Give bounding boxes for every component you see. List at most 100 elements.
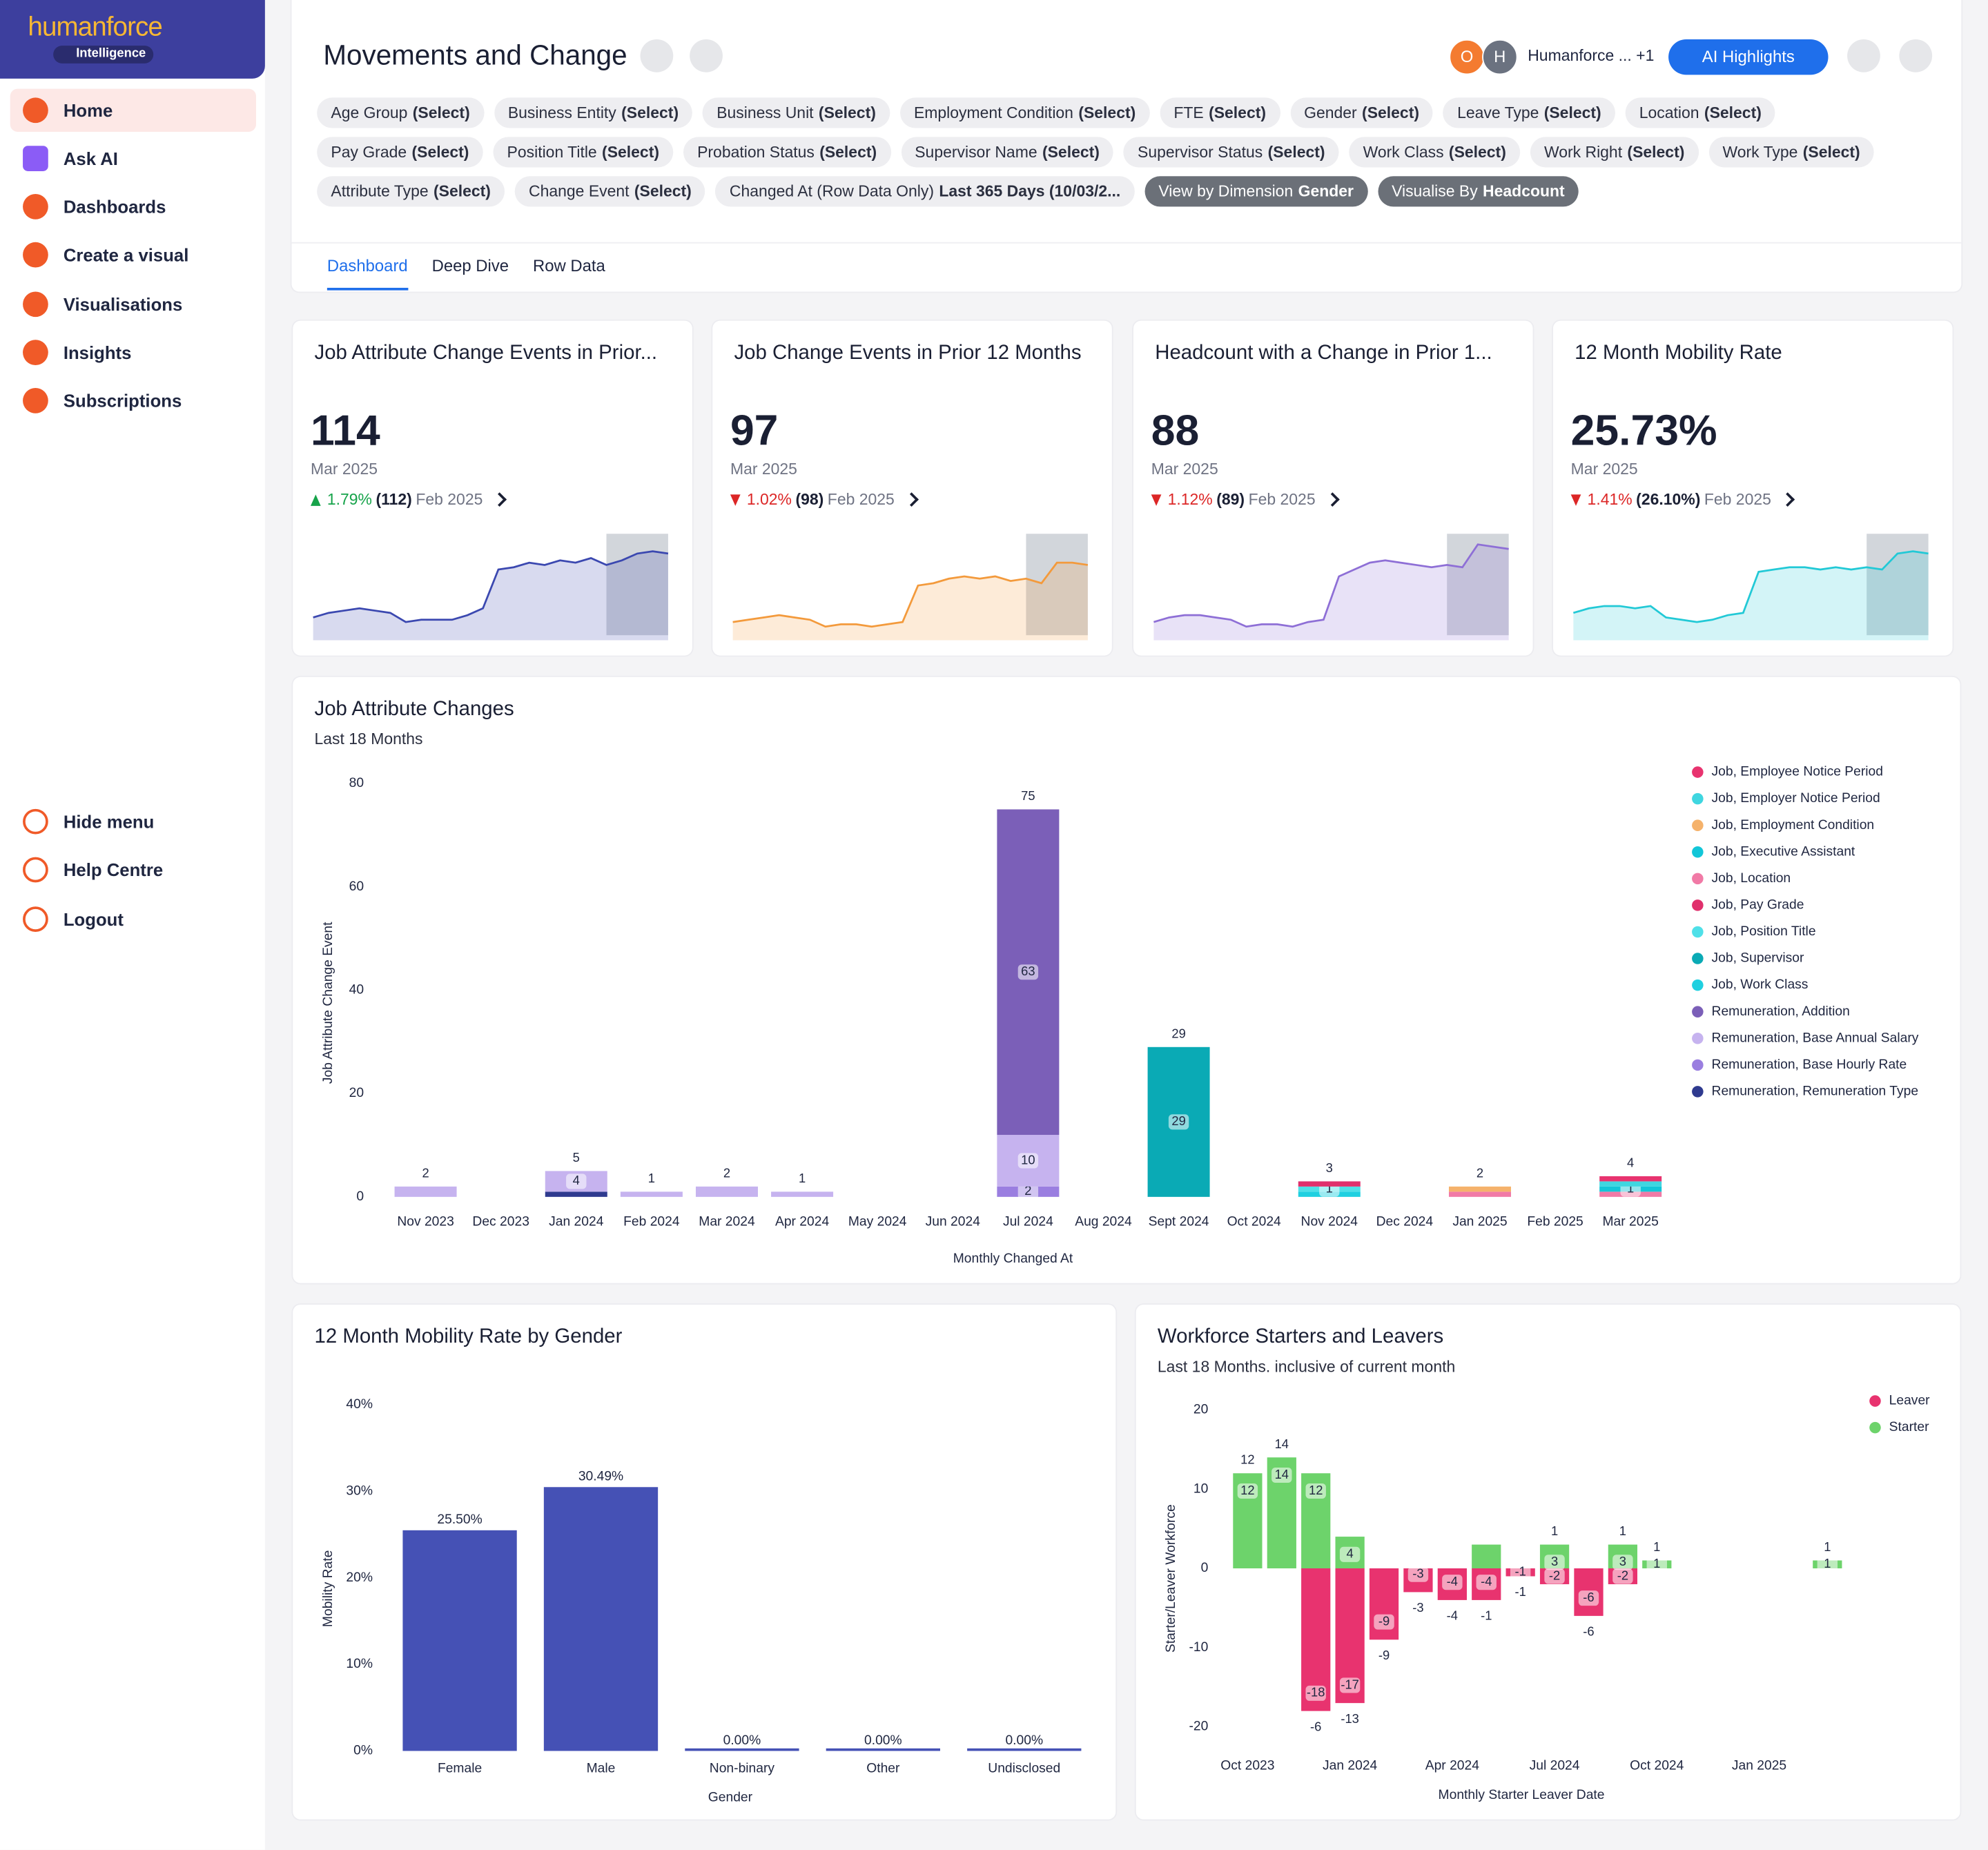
ai-highlights-button[interactable]: AI Highlights bbox=[1668, 39, 1829, 75]
legend-label: Job, Employment Condition bbox=[1712, 818, 1875, 833]
bar bbox=[402, 1530, 517, 1751]
filter-chip[interactable]: Work Right (Select) bbox=[1530, 137, 1699, 168]
kpi-change: 1.79% (112) Feb 2025 bbox=[310, 491, 507, 509]
y-tick-label: -10 bbox=[1189, 1640, 1209, 1655]
y-tick-label: 20 bbox=[349, 1086, 364, 1100]
nav-item[interactable]: Create a visual bbox=[10, 233, 256, 276]
lock-button[interactable] bbox=[690, 39, 723, 72]
nav-label: Dashboards bbox=[63, 196, 166, 217]
kpi-period: Mar 2025 bbox=[1570, 460, 1638, 478]
chevron bbox=[904, 492, 919, 507]
nav-item[interactable]: Home bbox=[10, 88, 257, 133]
view-chip[interactable]: Visualise By Headcount bbox=[1377, 176, 1579, 207]
x-tick-label: Jan 2025 bbox=[1732, 1759, 1786, 1773]
filter-chip[interactable]: Age Group (Select) bbox=[317, 97, 484, 128]
value-label: -6 bbox=[1583, 1590, 1594, 1604]
filter-chip[interactable]: FTE (Select) bbox=[1160, 97, 1280, 128]
nav-item[interactable]: Visualisations bbox=[10, 283, 256, 326]
filter-chip[interactable]: Location (Select) bbox=[1625, 97, 1776, 128]
nav-item[interactable]: Subscriptions bbox=[10, 379, 256, 422]
y-tick-label: 0 bbox=[356, 1189, 364, 1204]
filter-label: FTE bbox=[1173, 104, 1204, 122]
filter-chip[interactable]: Changed At (Row Data Only) Last 365 Days … bbox=[715, 176, 1135, 207]
x-tick-label: Mar 2024 bbox=[699, 1215, 755, 1229]
nav-item[interactable]: Help Centre bbox=[10, 848, 256, 891]
filter-chip[interactable]: Gender (Select) bbox=[1289, 97, 1434, 128]
y-axis-label: Job Attribute Change Event bbox=[321, 922, 335, 1084]
filter-chip[interactable]: Probation Status (Select) bbox=[683, 137, 891, 168]
value-label-bg bbox=[1168, 1114, 1189, 1130]
sparkline bbox=[732, 534, 1089, 641]
value-label: -3 bbox=[1412, 1566, 1423, 1581]
trend-arrow bbox=[1570, 494, 1581, 505]
owner[interactable]: Humanforce ... +1 bbox=[1528, 46, 1655, 65]
y-tick-label: 20% bbox=[346, 1570, 373, 1585]
value-label: -9 bbox=[1378, 1613, 1390, 1628]
kpi-period: Mar 2025 bbox=[1151, 460, 1218, 478]
avatar: O bbox=[1449, 39, 1485, 75]
value-label: -4 bbox=[1447, 1574, 1458, 1588]
filter-label: Employment Condition bbox=[913, 104, 1073, 122]
total-label: 3 bbox=[1326, 1160, 1333, 1175]
filter-chip[interactable]: Attribute Type (Select) bbox=[317, 176, 505, 207]
filter-value: (Select) bbox=[634, 182, 692, 201]
share-button[interactable] bbox=[1847, 39, 1880, 72]
x-tick-label: Mar 2025 bbox=[1602, 1215, 1658, 1229]
kpi-change-pct: 1.41% bbox=[1587, 490, 1633, 509]
filter-chip[interactable]: Work Class (Select) bbox=[1349, 137, 1521, 168]
filter-chip[interactable]: Work Type (Select) bbox=[1708, 137, 1874, 168]
filter-value: (Select) bbox=[1209, 104, 1267, 122]
more-button[interactable] bbox=[1899, 39, 1933, 72]
tab[interactable]: Deep Dive bbox=[431, 256, 509, 275]
filter-value: (Select) bbox=[1543, 104, 1601, 122]
filter-label: Change Event bbox=[529, 182, 630, 201]
tab[interactable]: Row Data bbox=[532, 256, 605, 275]
value-label-bg bbox=[1407, 1566, 1429, 1582]
filter-bar: Age Group (Select) Business Entity (Select)… bbox=[317, 97, 1940, 207]
total-label: -13 bbox=[1341, 1711, 1359, 1726]
filter-chip[interactable]: Supervisor Status (Select) bbox=[1123, 137, 1339, 168]
filter-label: Gender bbox=[1304, 104, 1357, 122]
nav-item[interactable]: Insights bbox=[10, 331, 256, 373]
kpi-change: 1.41% (26.10%) Feb 2025 bbox=[1570, 490, 1795, 509]
bar-segment bbox=[1599, 1176, 1662, 1182]
nav-item[interactable]: Dashboards bbox=[10, 185, 256, 228]
filter-label: Work Right bbox=[1543, 143, 1623, 162]
filter-chip[interactable]: Position Title (Select) bbox=[493, 137, 674, 168]
sparkline-line bbox=[1153, 543, 1509, 628]
legend-swatch bbox=[1692, 819, 1704, 831]
filter-chip[interactable]: Employment Condition (Select) bbox=[899, 97, 1150, 128]
value-label: 30.49% bbox=[578, 1470, 623, 1484]
legend-swatch bbox=[1692, 1006, 1704, 1018]
total-label: 1 bbox=[1619, 1523, 1626, 1538]
filter-label: Position Title bbox=[507, 143, 597, 162]
divider bbox=[291, 242, 1962, 244]
chevron bbox=[491, 492, 507, 507]
favorite-button[interactable] bbox=[640, 39, 674, 72]
value-label: 29 bbox=[1171, 1113, 1185, 1128]
nav-item[interactable]: Hide menu bbox=[10, 800, 256, 843]
nav-label: Ask AI bbox=[63, 148, 118, 169]
forecast-band bbox=[1867, 534, 1929, 636]
filter-chip[interactable]: Change Event (Select) bbox=[514, 176, 706, 207]
nav-item[interactable]: Ask AI bbox=[10, 137, 256, 179]
total-label: 29 bbox=[1171, 1026, 1185, 1040]
nav-item[interactable]: Logout bbox=[10, 897, 256, 940]
filter-label: Supervisor Status bbox=[1138, 143, 1263, 162]
x-tick-label: Jul 2024 bbox=[1003, 1215, 1053, 1229]
view-chip[interactable]: View by Dimension Gender bbox=[1144, 176, 1368, 207]
filter-chip[interactable]: Business Entity (Select) bbox=[494, 97, 693, 128]
kpi-title: 12 Month Mobility Rate bbox=[1575, 342, 1782, 364]
filter-value: (Select) bbox=[1802, 143, 1860, 162]
bar bbox=[685, 1748, 799, 1751]
filter-chip[interactable]: Supervisor Name (Select) bbox=[901, 137, 1114, 168]
tab[interactable]: Dashboard bbox=[327, 253, 408, 291]
value-label-bg bbox=[1017, 964, 1039, 980]
nav-label: Help Centre bbox=[63, 859, 164, 880]
filter-chip[interactable]: Pay Grade (Select) bbox=[317, 137, 483, 168]
y-tick-label: 40 bbox=[349, 983, 364, 997]
filter-chip[interactable]: Business Unit (Select) bbox=[702, 97, 890, 128]
filter-chip[interactable]: Leave Type (Select) bbox=[1443, 97, 1615, 128]
